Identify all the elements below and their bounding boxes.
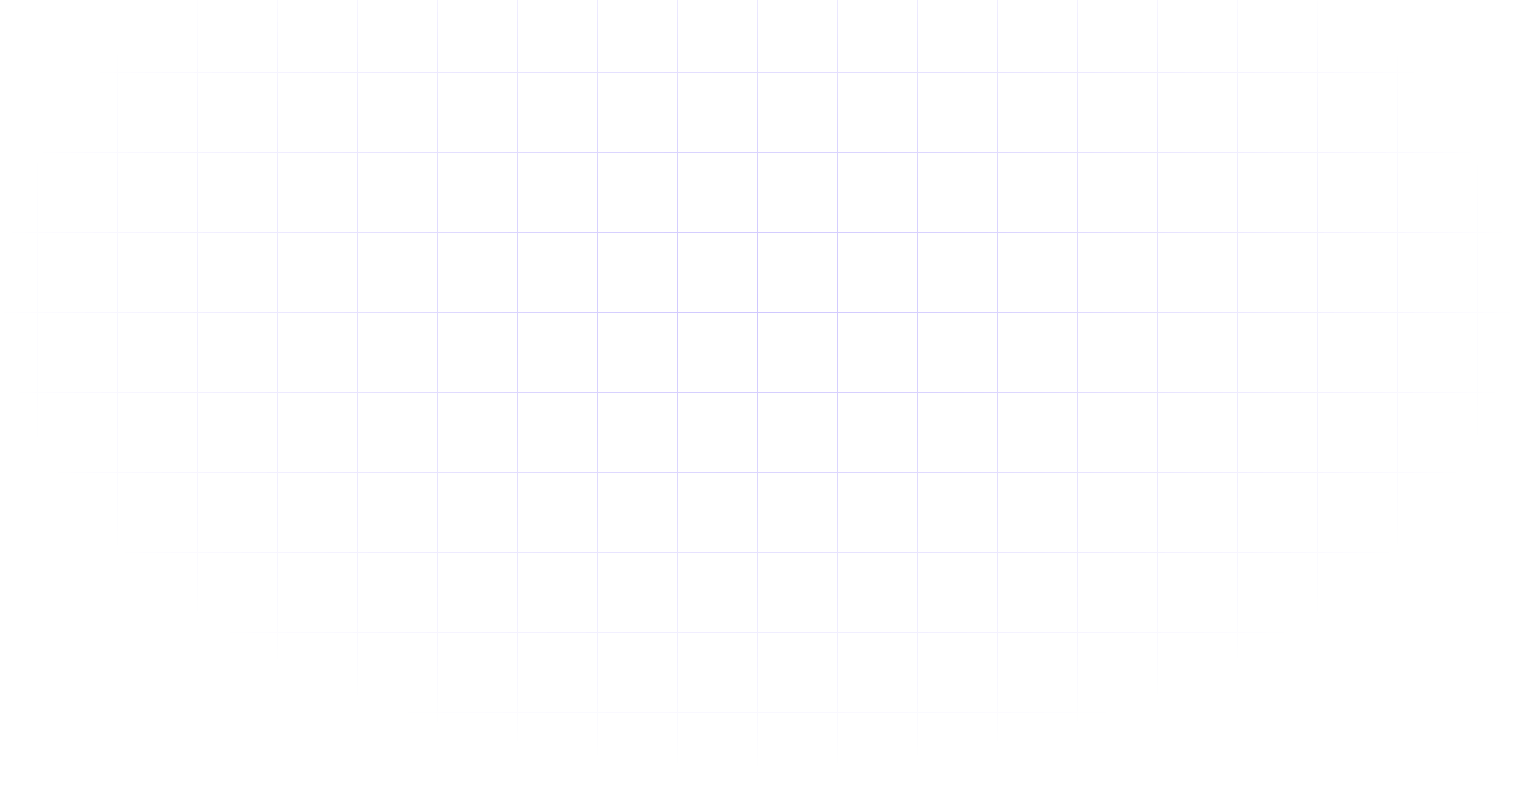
background-grid xyxy=(0,0,1518,802)
